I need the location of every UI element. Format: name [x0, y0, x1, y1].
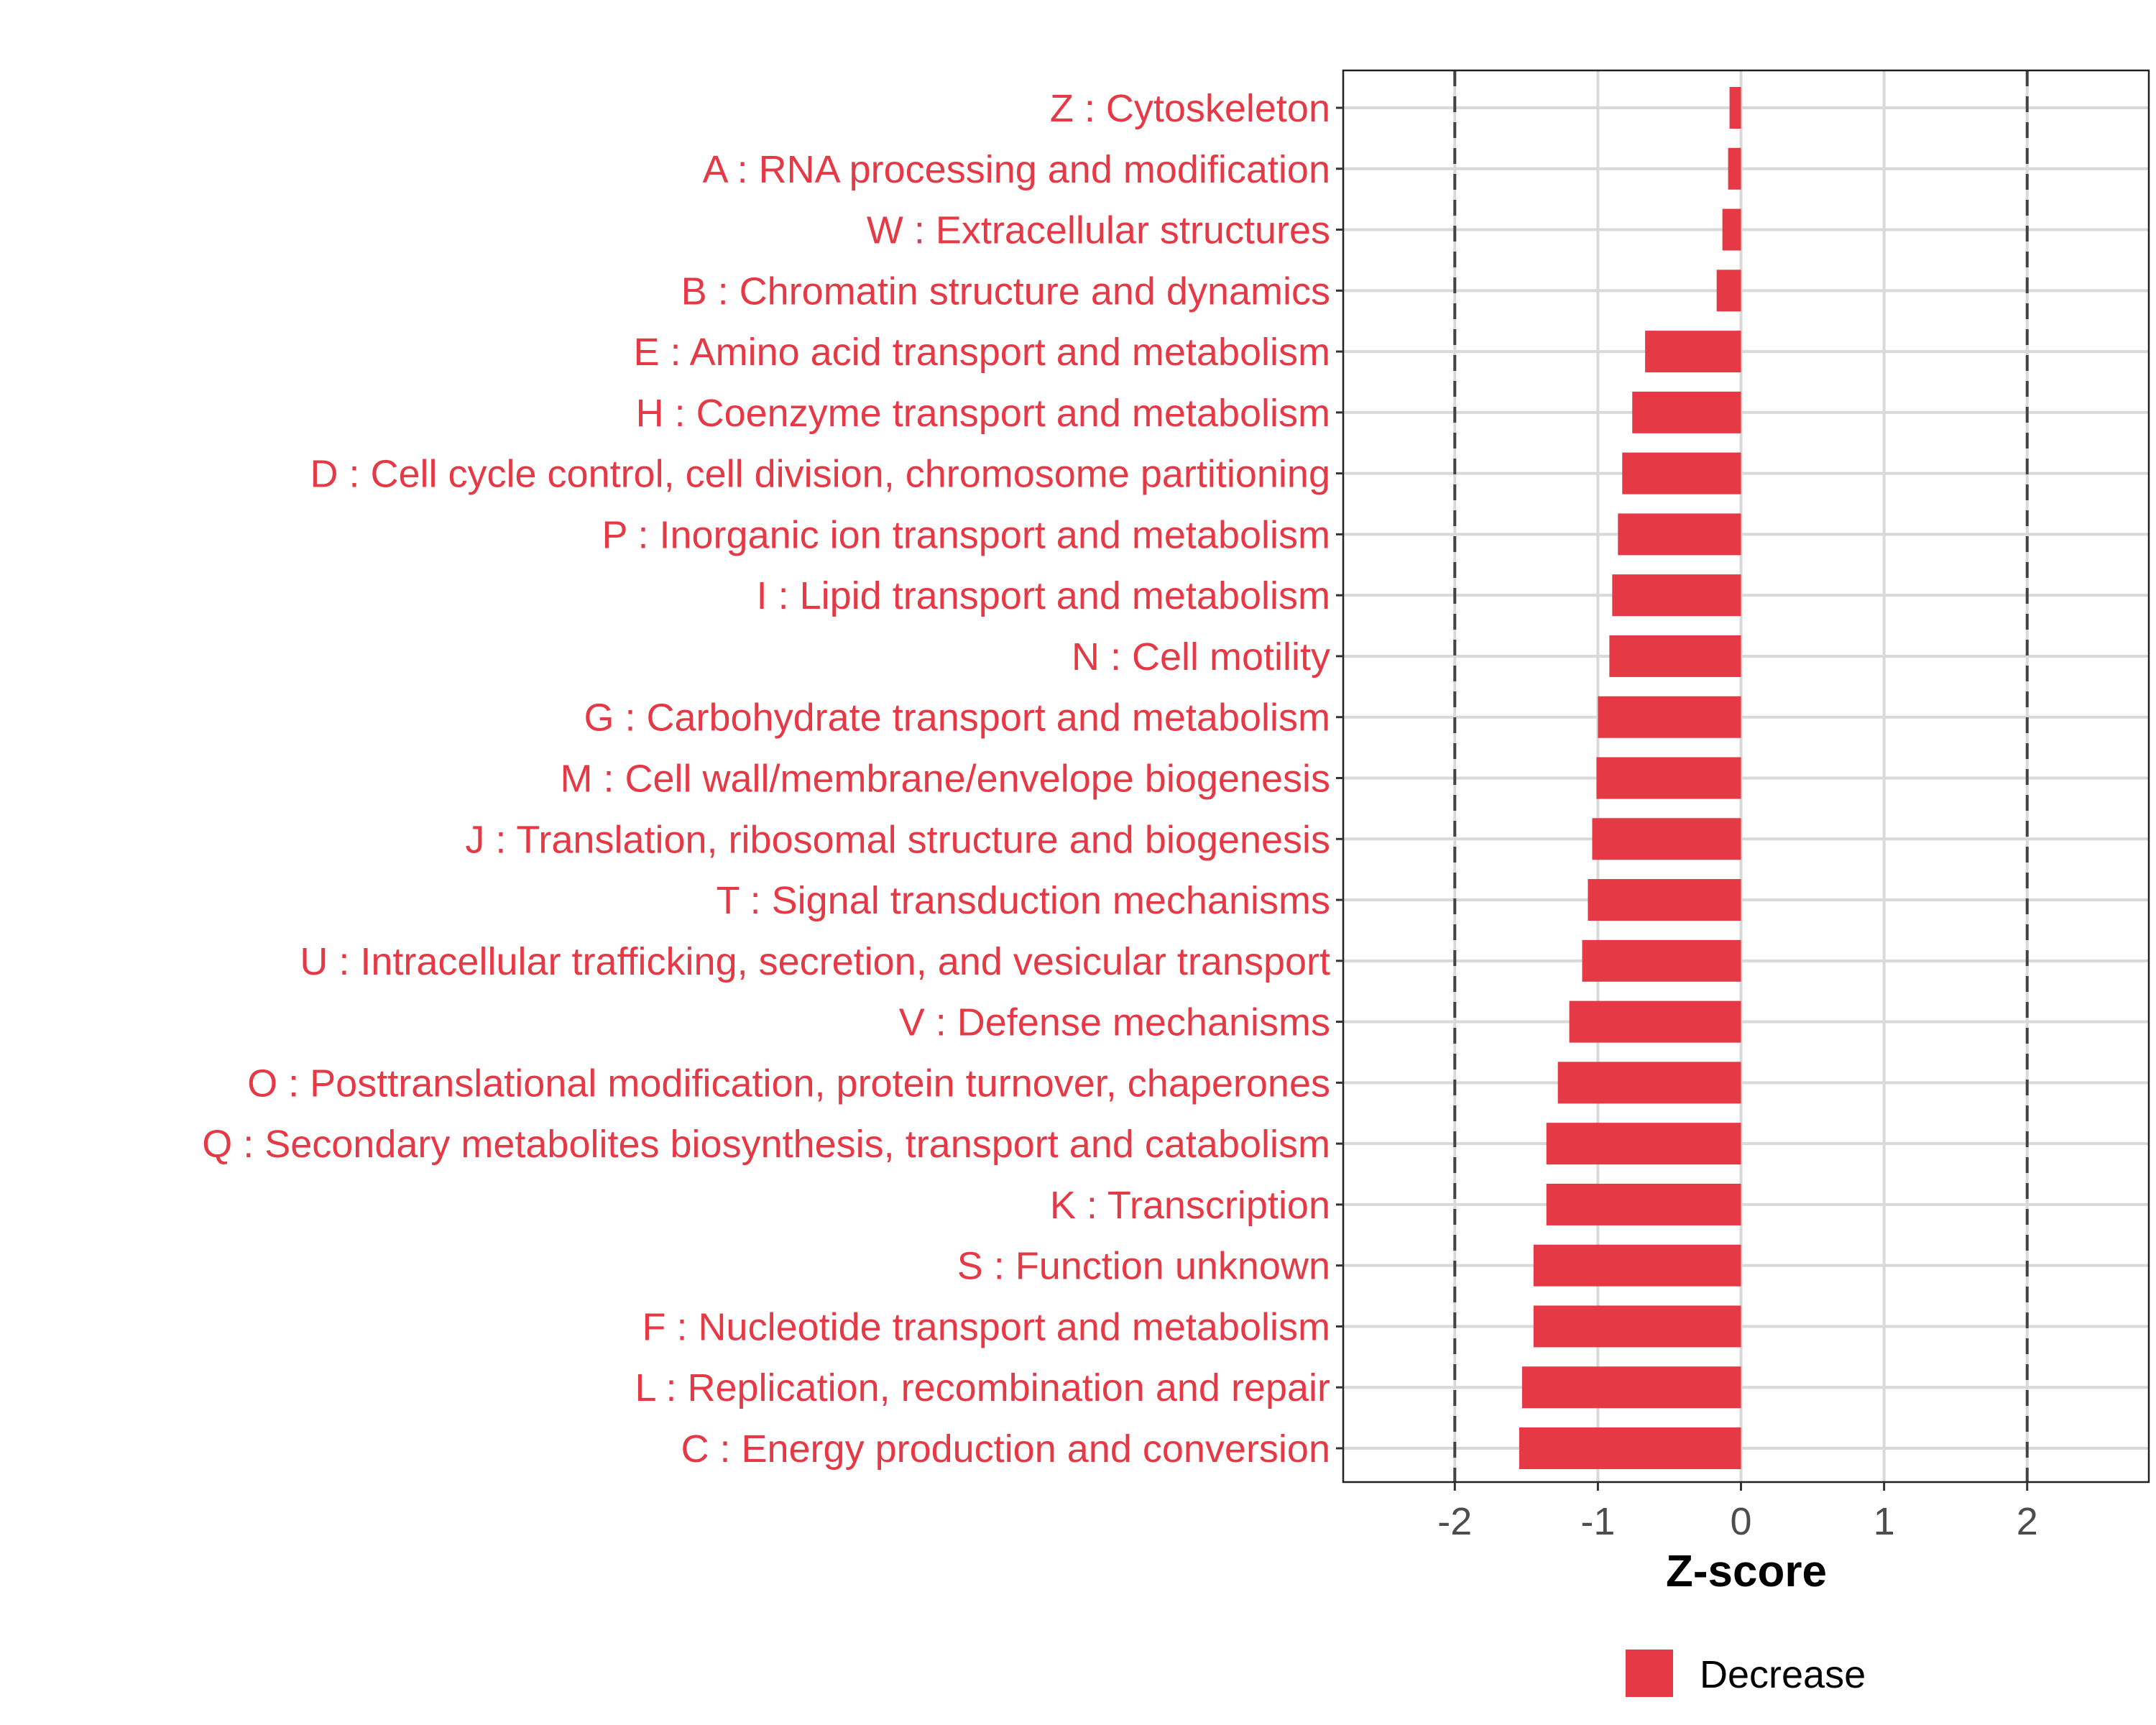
category-label: G : Carbohydrate transport and metabolis…	[584, 696, 1331, 740]
category-label: D : Cell cycle control, cell division, c…	[310, 453, 1330, 496]
category-label: C : Energy production and conversion	[681, 1427, 1330, 1471]
category-label: Q : Secondary metabolites biosynthesis, …	[202, 1123, 1330, 1166]
category-label: L : Replication, recombination and repai…	[635, 1366, 1330, 1409]
bar	[1557, 1062, 1741, 1104]
bar	[1521, 1366, 1741, 1409]
category-label: F : Nucleotide transport and metabolism	[642, 1305, 1330, 1348]
bar	[1645, 331, 1741, 373]
category-label: P : Inorganic ion transport and metaboli…	[602, 513, 1330, 556]
legend: Decrease	[1626, 1650, 1866, 1697]
bar	[1722, 208, 1741, 251]
x-tick-label: 2	[2017, 1500, 2038, 1543]
x-tick-label: -1	[1580, 1500, 1615, 1543]
category-label: A : RNA processing and modification	[703, 148, 1330, 191]
legend-swatch-decrease	[1626, 1650, 1673, 1697]
category-label: Z : Cytoskeleton	[1050, 87, 1330, 130]
legend-label-decrease: Decrease	[1700, 1653, 1866, 1696]
grid-lines	[1343, 70, 2149, 1482]
bar	[1533, 1305, 1741, 1348]
x-axis-ticks: -2 -1 0 1 2	[1437, 1482, 2038, 1543]
bar	[1716, 270, 1741, 312]
bar	[1618, 513, 1741, 556]
plot-panel-border	[1342, 69, 2150, 1484]
category-label: N : Cell motility	[1072, 635, 1330, 678]
category-label: T : Signal transduction mechanisms	[717, 879, 1330, 922]
bar	[1632, 391, 1741, 433]
bars	[1519, 87, 1741, 1469]
category-label: M : Cell wall/membrane/envelope biogenes…	[560, 758, 1330, 801]
bar	[1592, 818, 1741, 860]
x-tick-label: 1	[1874, 1500, 1895, 1543]
bar	[1588, 879, 1741, 921]
bar	[1598, 696, 1741, 738]
category-label: O : Posttranslational modification, prot…	[247, 1062, 1330, 1105]
bar	[1546, 1123, 1741, 1165]
x-tick-label: -2	[1437, 1500, 1472, 1543]
category-label: I : Lipid transport and metabolism	[757, 574, 1330, 617]
bar	[1582, 939, 1741, 982]
x-tick-label: 0	[1731, 1500, 1752, 1543]
category-label: E : Amino acid transport and metabolism	[634, 331, 1330, 374]
x-axis-title: Z-score	[1666, 1547, 1827, 1596]
bar	[1546, 1183, 1741, 1225]
bar	[1569, 1000, 1741, 1043]
category-label: J : Translation, ribosomal structure and…	[465, 818, 1330, 861]
category-label: H : Coenzyme transport and metabolism	[636, 392, 1330, 435]
bar	[1622, 452, 1741, 494]
category-label: U : Intracellular trafficking, secretion…	[300, 940, 1330, 983]
bar	[1533, 1244, 1741, 1287]
bar	[1728, 147, 1741, 190]
bar	[1729, 87, 1741, 129]
category-labels: Z : Cytoskeleton A : RNA processing and m…	[202, 87, 1343, 1471]
category-label: K : Transcription	[1050, 1184, 1330, 1227]
category-label: W : Extracellular structures	[867, 209, 1330, 252]
reference-lines	[1453, 70, 2029, 1482]
category-label: S : Function unknown	[957, 1245, 1330, 1288]
bar	[1612, 574, 1741, 617]
bar	[1596, 757, 1741, 799]
bar	[1609, 635, 1741, 677]
bar	[1519, 1427, 1741, 1469]
category-label: B : Chromatin structure and dynamics	[681, 270, 1330, 313]
category-label: V : Defense mechanisms	[899, 1001, 1330, 1044]
